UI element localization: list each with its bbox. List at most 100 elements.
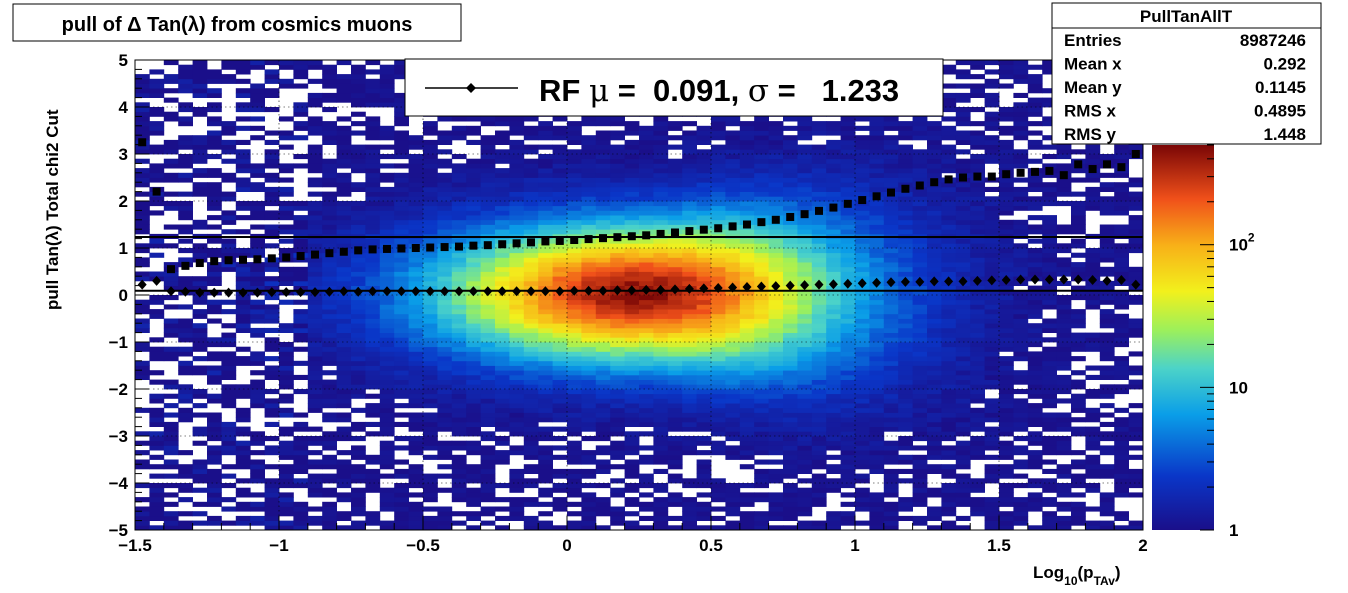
heatmap-cell [869,285,885,291]
heatmap-cell [941,248,957,254]
heatmap-cell [898,125,913,131]
heatmap-cell [624,398,640,404]
heatmap-cell [739,370,755,376]
heatmap-cell [927,360,942,366]
heatmap-cell [783,196,798,202]
heatmap-cell [207,172,222,178]
heatmap-cell [552,304,568,310]
heatmap-cell [927,487,942,493]
heatmap-cell [797,116,813,122]
heatmap-cell [898,412,913,418]
heatmap-cell [711,243,726,249]
heatmap-cell [754,121,769,127]
heatmap-cell [1013,501,1029,507]
heatmap-cell [135,168,150,174]
heatmap-cell [408,262,424,268]
heatmap-cell [970,290,985,296]
heatmap-cell [235,309,251,315]
heatmap-cell [538,417,553,423]
heatmap-cell [639,365,654,371]
heatmap-cell [451,440,467,446]
heatmap-cell [307,309,323,315]
heatmap-cell [970,506,985,512]
heatmap-cell [711,248,726,254]
heatmap-cell [221,210,237,216]
heatmap-cell [567,276,582,282]
heatmap-cell [797,323,813,329]
heatmap-cell [610,511,625,517]
heatmap-cell [811,243,827,249]
heatmap-cell [293,111,309,117]
heatmap-cell [754,379,769,385]
heatmap-cell [711,168,726,174]
heatmap-cell [336,243,352,249]
heatmap-cell [307,201,323,207]
heatmap-cell [811,327,827,333]
heatmap-cell [941,201,957,207]
heatmap-cell [394,459,409,465]
heatmap-cell [826,144,841,150]
heatmap-cell [869,262,885,268]
heatmap-cell [739,299,755,305]
heatmap-cell [883,257,899,263]
heatmap-cell [682,426,697,432]
heatmap-cell [667,384,683,390]
heatmap-cell [797,487,813,493]
heatmap-cell [379,337,395,343]
heatmap-cell [768,492,784,498]
heatmap-cell [581,121,597,127]
heatmap-cell [581,525,597,530]
heatmap-cell [523,468,539,474]
heatmap-cell [595,168,611,174]
heatmap-cell [667,295,683,301]
heatmap-cell [567,323,582,329]
heatmap-cell [178,332,193,338]
heatmap-cell [797,229,813,235]
heatmap-cell [898,426,913,432]
heatmap-cell [826,511,841,517]
heatmap-cell [999,186,1014,192]
heatmap-cell [365,196,381,202]
heatmap-cell [783,487,798,493]
heatmap-cell [941,370,957,376]
heatmap-cell [624,299,640,305]
heatmap-cell [437,327,453,333]
heatmap-cell [826,257,841,263]
heatmap-cell [912,379,928,385]
heatmap-cell [754,224,769,230]
heatmap-cell [466,421,481,427]
heatmap-cell [279,483,294,489]
heatmap-cell [797,299,813,305]
heatmap-cell [869,149,885,155]
heatmap-cell [495,158,510,164]
heatmap-cell [567,224,582,230]
heatmap-cell [711,144,726,150]
heatmap-cell [264,191,280,197]
heatmap-cell [970,360,985,366]
heatmap-cell [783,248,798,254]
heatmap-cell [437,135,453,141]
heatmap-cell [811,497,827,503]
heatmap-cell [653,431,669,437]
heatmap-cell [250,431,265,437]
heatmap-cell [624,379,640,385]
heatmap-cell [984,445,1000,451]
heatmap-cell [322,464,337,470]
heatmap-cell [509,257,525,263]
heatmap-cell [855,454,870,460]
heatmap-cell [495,327,510,333]
heatmap-cell [624,121,640,127]
heatmap-cell [250,172,265,178]
heatmap-cell [725,426,741,432]
heatmap-cell [581,196,597,202]
heatmap-cell [768,370,784,376]
heatmap-cell [912,125,928,131]
heatmap-cell [235,304,251,310]
heatmap-cell [783,374,798,380]
heatmap-cell [682,215,697,221]
heatmap-cell [783,158,798,164]
heatmap-cell [293,280,309,286]
heatmap-cell [855,473,870,479]
heatmap-cell [552,135,568,141]
heatmap-cell [595,266,611,272]
